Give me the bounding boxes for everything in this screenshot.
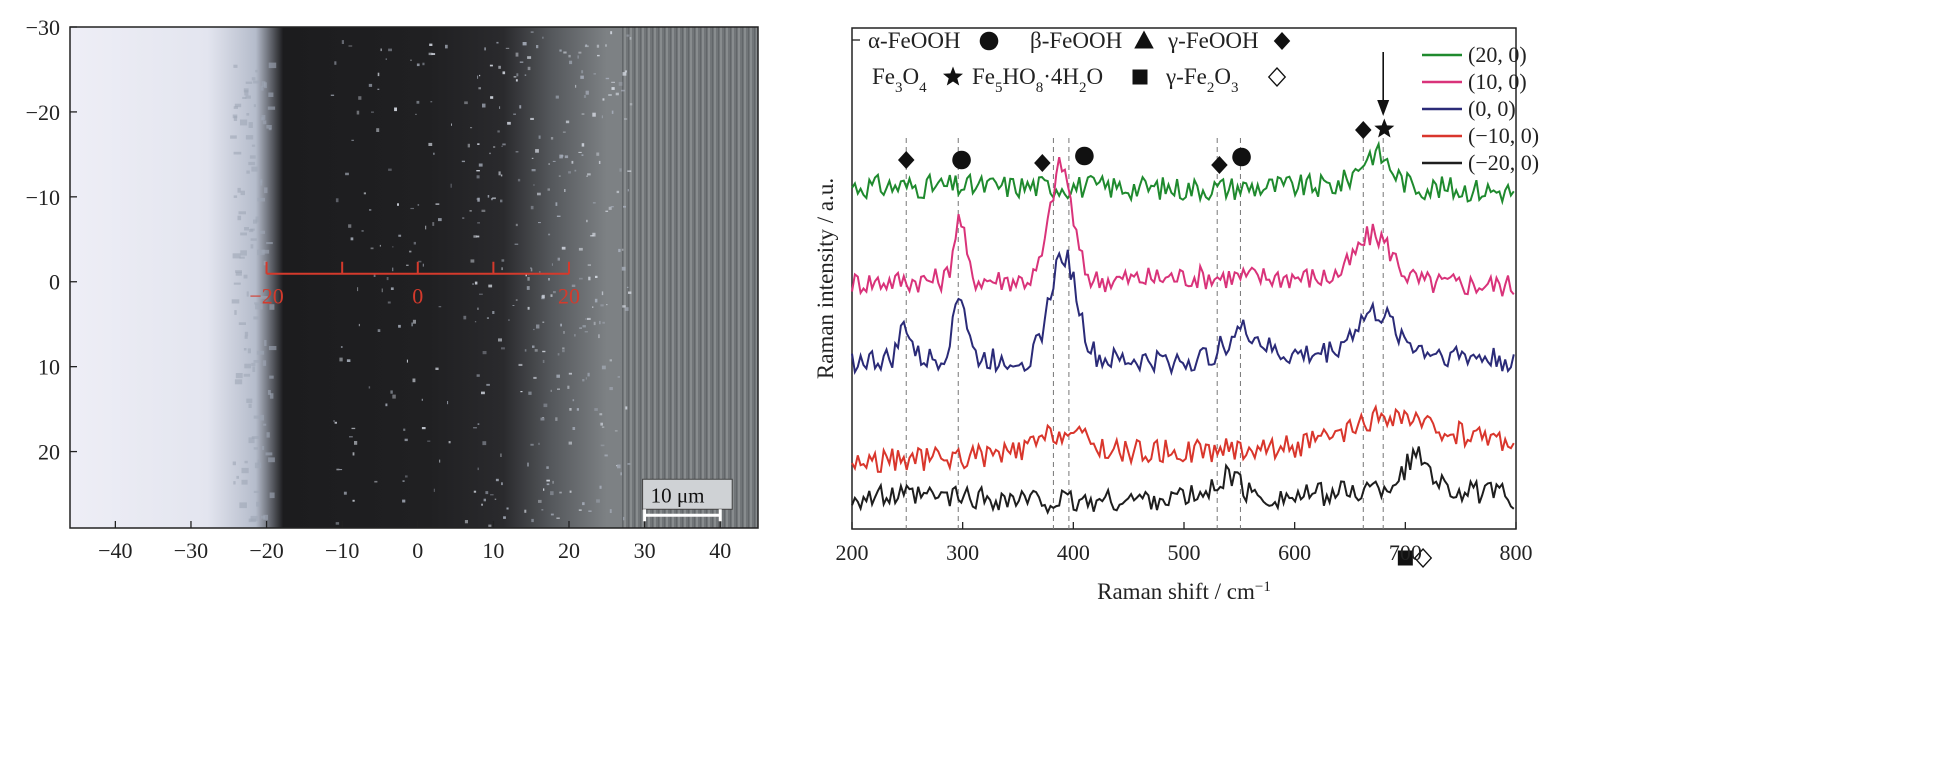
phase-legend-label: α-FeOOH	[868, 28, 961, 53]
legend-label: (20, 0)	[1468, 42, 1527, 67]
micrograph-panel: −40 −30 −20 −10 0 10 20 30 40 −30 −20 −10 0 10 20 −20 0…	[26, 15, 759, 563]
star-marker-icon	[1374, 118, 1395, 138]
x-tick-label: 600	[1278, 540, 1311, 565]
x-tick-label: 800	[1500, 540, 1533, 565]
phase-legend-label: γ-FeOOH	[1167, 28, 1259, 53]
legend-label: (−20, 0)	[1468, 150, 1539, 175]
square-marker-icon	[1132, 69, 1148, 85]
y-tick-label: −20	[26, 100, 60, 125]
diamond-marker-icon	[897, 151, 915, 169]
open-diamond-marker-icon	[1267, 67, 1287, 87]
diamond-marker-icon	[1034, 154, 1051, 172]
down-arrow-icon	[1377, 52, 1390, 116]
y-tick-label: −10	[26, 185, 60, 210]
measurement-label: 20	[558, 284, 580, 309]
x-tick-label: −30	[174, 538, 208, 563]
raman-chart: 200 300 400 500 600 700 800 Raman shift / cm−1 R…	[813, 27, 1539, 604]
series-line	[851, 140, 1515, 206]
legend-label: (10, 0)	[1468, 69, 1527, 94]
scale-bar-label-box	[642, 478, 733, 510]
x-tick-label: 20	[558, 538, 580, 563]
x-tick-label: 300	[946, 540, 979, 565]
x-tick-label: 30	[634, 538, 656, 563]
x-tick-label: −20	[249, 538, 283, 563]
x-tick-label: 0	[412, 538, 423, 563]
diamond-marker-icon	[1273, 32, 1291, 50]
micrograph-axes: −40 −30 −20 −10 0 10 20 30 40 −30 −20 −10 0 10 20	[26, 15, 732, 563]
measurement-label: 0	[412, 284, 423, 309]
series-line	[851, 157, 1515, 297]
x-tick-label: −10	[325, 538, 359, 563]
diamond-marker-icon	[1355, 121, 1372, 139]
series-line	[851, 249, 1515, 377]
measurement-label: −20	[249, 284, 283, 309]
circle-marker-icon	[979, 31, 999, 51]
y-axis-label: Raman intensity / a.u.	[813, 178, 838, 379]
phase-legend-label: Fe5HO8·4H2O	[972, 64, 1103, 96]
x-tick-label: 10	[482, 538, 504, 563]
y-tick-label: −30	[26, 15, 60, 40]
spectra-series	[851, 140, 1515, 516]
x-tick-label: −40	[98, 538, 132, 563]
x-tick-label: 40	[709, 538, 731, 563]
peak-markers	[897, 118, 1433, 568]
y-tick-label: 0	[49, 270, 60, 295]
x-axis-label: Raman shift / cm−1	[1097, 579, 1271, 604]
phase-legend: α-FeOOH β-FeOOH γ-FeOOH Fe3O4 Fe5HO8·4H2O γ-F…	[852, 28, 1291, 96]
star-marker-icon	[943, 66, 963, 86]
series-line	[851, 403, 1515, 473]
scale-bar-label: 10 μm	[651, 483, 705, 507]
scale-bar: 10 μm	[642, 478, 733, 522]
y-tick-label: 20	[38, 440, 60, 465]
phase-legend-label: γ-Fe2O3	[1165, 64, 1238, 96]
micrograph-frame	[69, 26, 759, 529]
series-line	[851, 446, 1515, 516]
phase-legend-label: β-FeOOH	[1030, 28, 1122, 53]
diamond-marker-icon	[1211, 156, 1228, 174]
legend-label: (−10, 0)	[1468, 123, 1539, 148]
metal-substrate-region	[622, 27, 758, 528]
x-tick-label: 200	[836, 540, 869, 565]
peak-dashed-lines	[905, 138, 1384, 529]
circle-marker-icon	[952, 150, 971, 170]
triangle-marker-icon	[1134, 30, 1154, 49]
open-diamond-marker-icon	[1413, 548, 1433, 568]
series-legend: (20, 0)(10, 0)(0, 0)(−10, 0)(−20, 0)	[1422, 42, 1539, 175]
raman-axes: 200 300 400 500 600 700 800 Raman shift / cm−1 R…	[813, 178, 1533, 604]
x-tick-label: 700	[1389, 540, 1422, 565]
circle-marker-icon	[1232, 147, 1251, 167]
rust-layer-texture	[230, 31, 633, 527]
y-tick-label: 10	[38, 355, 60, 380]
phase-legend-label: Fe3O4	[872, 64, 927, 96]
legend-label: (0, 0)	[1468, 96, 1516, 121]
square-marker-icon	[1397, 550, 1413, 566]
x-tick-label: 500	[1168, 540, 1201, 565]
circle-marker-icon	[1075, 146, 1094, 166]
x-tick-label: 400	[1057, 540, 1090, 565]
measurement-line: −20 0 20	[249, 261, 580, 309]
